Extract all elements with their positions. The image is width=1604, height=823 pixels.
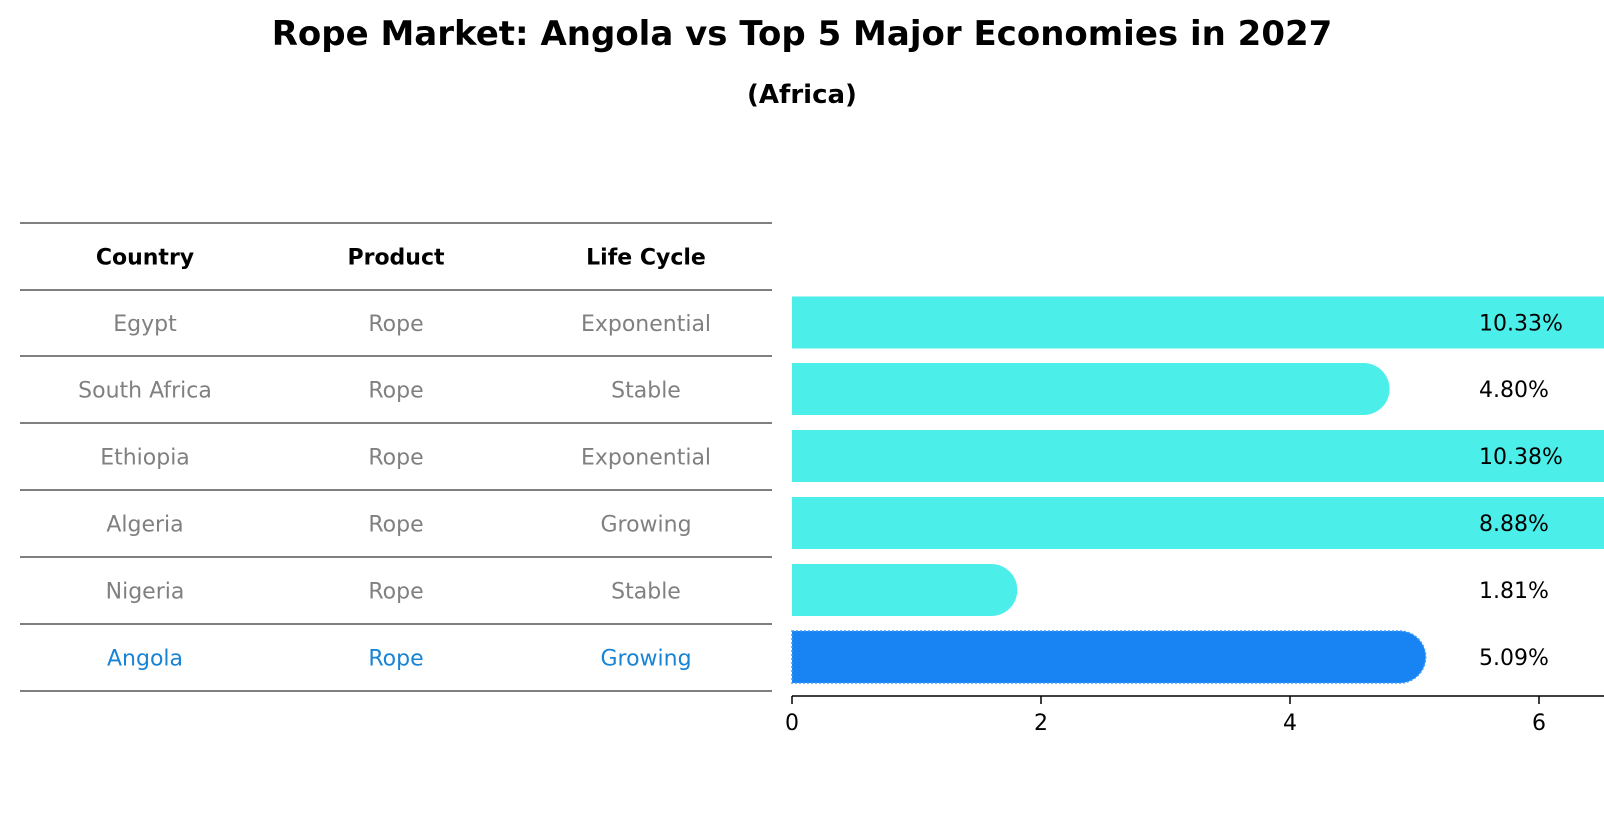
table-cell-life_cycle: Stable xyxy=(611,580,681,605)
chart-title: Rope Market: Angola vs Top 5 Major Econo… xyxy=(271,14,1333,54)
table-cell-country: Algeria xyxy=(106,513,183,538)
bar-south-africa xyxy=(792,363,1390,415)
table-cell-life_cycle: Stable xyxy=(611,379,681,404)
table-cell-product: Rope xyxy=(368,379,423,404)
table-cell-product: Rope xyxy=(368,312,423,337)
bar-angola xyxy=(791,630,1427,684)
table-cell-product: Rope xyxy=(368,647,423,672)
bar-nigeria xyxy=(792,564,1018,616)
data-label-algeria: 8.88% xyxy=(1479,512,1549,537)
table-cell-life_cycle: Growing xyxy=(600,513,691,538)
chart-subtitle: (Africa) xyxy=(747,80,857,110)
data-label-ethiopia: 10.38% xyxy=(1479,445,1563,470)
data-label-angola: 5.09% xyxy=(1479,646,1549,671)
data-label-south-africa: 4.80% xyxy=(1479,378,1549,403)
table-cell-country: Ethiopia xyxy=(100,446,190,471)
table-cell-life_cycle: Growing xyxy=(600,647,691,672)
data-label-egypt: 10.33% xyxy=(1479,312,1563,337)
x-tick-label: 4 xyxy=(1283,711,1297,736)
bar-algeria xyxy=(792,497,1604,549)
x-tick-label: 2 xyxy=(1034,711,1048,736)
bar-egypt xyxy=(792,296,1604,349)
table-cell-country: South Africa xyxy=(78,379,212,404)
table-cell-product: Rope xyxy=(368,446,423,471)
x-tick-label: 6 xyxy=(1532,711,1546,736)
bar-ethiopia xyxy=(792,430,1604,482)
x-tick-label: 0 xyxy=(785,711,799,736)
table-header-life_cycle: Life Cycle xyxy=(586,246,706,271)
table-cell-country: Angola xyxy=(107,647,183,672)
data-label-nigeria: 1.81% xyxy=(1479,579,1549,604)
table-cell-product: Rope xyxy=(368,580,423,605)
table-header-country: Country xyxy=(96,246,194,271)
table-header-product: Product xyxy=(347,246,445,271)
table-cell-product: Rope xyxy=(368,513,423,538)
table-cell-country: Egypt xyxy=(113,312,177,337)
table-cell-country: Nigeria xyxy=(106,580,185,605)
table-cell-life_cycle: Exponential xyxy=(581,446,711,471)
table-cell-life_cycle: Exponential xyxy=(581,312,711,337)
